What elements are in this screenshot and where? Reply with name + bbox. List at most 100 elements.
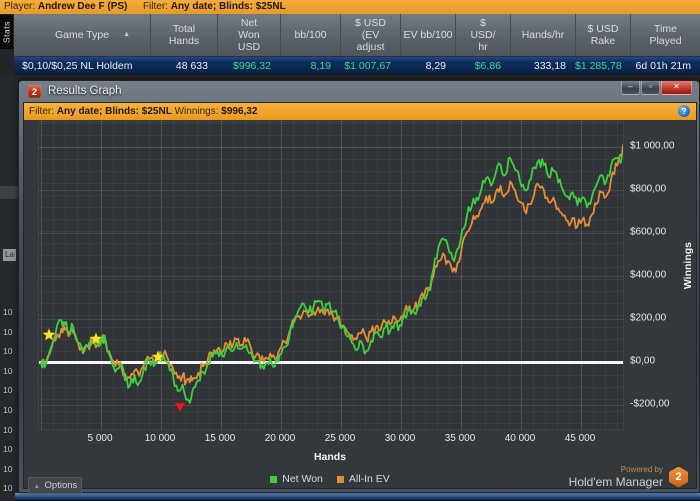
background-value-label: 10 <box>3 327 12 337</box>
background-value-label: 10 <box>3 346 12 356</box>
x-axis-tick-label: 45 000 <box>565 433 596 444</box>
legend-label: Net Won <box>282 473 323 485</box>
sort-ascending-icon: ▲ <box>123 29 130 41</box>
column-header-label: Time Played <box>649 23 681 47</box>
graph-filter-bar: Filter: Any date; Blinds: $25NL Winnings… <box>24 103 696 120</box>
plot-area <box>38 121 624 430</box>
column-header-3[interactable]: Net Won USD <box>217 14 280 56</box>
column-header-label: Net Won USD <box>238 17 260 53</box>
brand-label: Hold'em Manager <box>569 475 663 489</box>
options-button-label: Options <box>45 480 78 491</box>
y-axis-tick-label: $0,00 <box>630 356 655 367</box>
row-cell-10: 6d 01h 21m <box>630 57 700 74</box>
background-clipped-label: La <box>3 249 16 261</box>
background-value-label: 10 <box>3 425 12 435</box>
filter-value: Any date; Blinds: $25NL <box>171 1 286 12</box>
column-header-7[interactable]: $ USD/ hr <box>455 14 510 56</box>
caret-up-icon: ▴ <box>35 482 39 490</box>
winnings-chart: Winnings Hands Net Won All-In EV $1 000,0… <box>24 120 696 488</box>
powered-by-label: Powered by <box>569 465 663 475</box>
y-axis-tick-label: $1 000,00 <box>630 141 675 152</box>
series-line-all-in-ev <box>41 145 623 385</box>
row-cell-2: 48 633 <box>150 57 217 74</box>
winnings-value: $996,32 <box>221 106 257 117</box>
window-content: Filter: Any date; Blinds: $25NL Winnings… <box>23 102 697 489</box>
options-button[interactable]: ▴ Options <box>28 477 82 494</box>
player-label: Player: <box>4 1 35 12</box>
column-header-4[interactable]: bb/100 <box>280 14 340 56</box>
y-axis-tick-label: $400,00 <box>630 270 666 281</box>
column-header-8[interactable]: Hands/hr <box>510 14 575 56</box>
background-panel <box>0 75 18 501</box>
chart-legend: Net Won All-In EV <box>38 473 622 485</box>
results-graph-window: 2 Results Graph – ▫ ✕ Filter: Any date; … <box>18 80 700 493</box>
hm2-app-icon: 2 <box>28 85 41 98</box>
row-cell-7: $6,86 <box>455 57 510 74</box>
background-value-label: 10 <box>3 385 12 395</box>
player-name: Andrew Dee F (PS) <box>38 1 127 12</box>
winnings-label: Winnings: <box>175 106 219 117</box>
y-axis-title: Winnings <box>682 242 694 289</box>
x-axis-tick-label: 30 000 <box>385 433 416 444</box>
minimize-button[interactable]: – <box>621 81 640 95</box>
legend-color-chip <box>270 476 277 483</box>
y-axis-tick-label: $200,00 <box>630 313 666 324</box>
window-title: Results Graph <box>48 81 122 102</box>
y-axis-tick-label: $800,00 <box>630 184 666 195</box>
x-axis-tick-label: 15 000 <box>205 433 236 444</box>
stats-table-row[interactable]: $0,10/$0,25 NL Holdem48 633$996,328,19$1… <box>14 57 700 75</box>
column-header-1[interactable]: Game Type ▲ <box>14 14 150 56</box>
background-value-label: 10 <box>3 366 12 376</box>
y-axis-tick-label: -$200,00 <box>630 399 669 410</box>
powered-by-block: Powered by Hold'em Manager 2 <box>569 465 688 489</box>
graph-filter-value: Any date; Blinds: $25NL <box>57 106 172 117</box>
screen: { "app": { "top_bar": { "player_label": … <box>0 0 700 501</box>
background-value-label: 10 <box>3 444 12 454</box>
column-header-6[interactable]: EV bb/100 <box>400 14 455 56</box>
x-axis-tick-label: 5 000 <box>87 433 112 444</box>
stats-side-tab[interactable]: Stats <box>0 15 13 49</box>
legend-item-net-won[interactable]: Net Won <box>270 473 323 485</box>
star-marker-icon <box>43 328 55 340</box>
graph-filter-label: Filter: <box>29 106 54 117</box>
x-axis-tick-label: 10 000 <box>145 433 176 444</box>
column-header-label: $ USD/ hr <box>470 17 495 53</box>
row-cell-1: $0,10/$0,25 NL Holdem <box>14 57 150 74</box>
row-cell-6: 8,29 <box>400 57 455 74</box>
legend-color-chip <box>337 476 344 483</box>
background-value-label: 10 <box>3 405 12 415</box>
maximize-button[interactable]: ▫ <box>641 81 660 95</box>
hm2-badge-icon: 2 <box>669 467 688 488</box>
x-axis-title: Hands <box>38 451 622 463</box>
row-cell-5: $1 007,67 <box>340 57 400 74</box>
row-cell-4: 8,19 <box>280 57 340 74</box>
window-title-bar[interactable]: 2 Results Graph – ▫ ✕ <box>23 81 695 102</box>
y-axis-tick-label: $600,00 <box>630 227 666 238</box>
column-header-5[interactable]: $ USD (EV adjust <box>340 14 400 56</box>
legend-label: All-In EV <box>349 473 390 485</box>
close-button[interactable]: ✕ <box>661 81 692 95</box>
column-header-2[interactable]: Total Hands <box>150 14 217 56</box>
filter-label: Filter: <box>143 1 168 12</box>
triangle-down-marker-icon <box>174 403 185 412</box>
row-cell-3: $996,32 <box>217 57 280 74</box>
row-cell-9: $1 285,78 <box>575 57 630 74</box>
x-axis-tick-label: 25 000 <box>325 433 356 444</box>
background-value-label: 10 <box>3 307 12 317</box>
x-axis-tick-label: 35 000 <box>445 433 476 444</box>
column-header-9[interactable]: $ USD Rake <box>575 14 630 56</box>
column-header-label: $ USD (EV adjust <box>355 17 386 53</box>
legend-item-all-in-ev[interactable]: All-In EV <box>337 473 390 485</box>
background-value-label: 10 <box>3 483 12 493</box>
player-filter-bar: Player: Andrew Dee F (PS) Filter: Any da… <box>0 0 700 14</box>
background-value-label: 10 <box>3 464 12 474</box>
column-header-label: Hands/hr <box>522 29 565 41</box>
info-icon[interactable]: ? <box>678 105 690 117</box>
column-header-10[interactable]: Time Played <box>630 14 700 56</box>
column-header-label: Total Hands <box>169 23 199 47</box>
column-header-label: Game Type <box>55 29 109 41</box>
column-header-label: bb/100 <box>294 29 326 41</box>
chart-series-canvas <box>39 122 623 429</box>
background-divider <box>0 186 18 199</box>
x-axis-tick-label: 40 000 <box>505 433 536 444</box>
